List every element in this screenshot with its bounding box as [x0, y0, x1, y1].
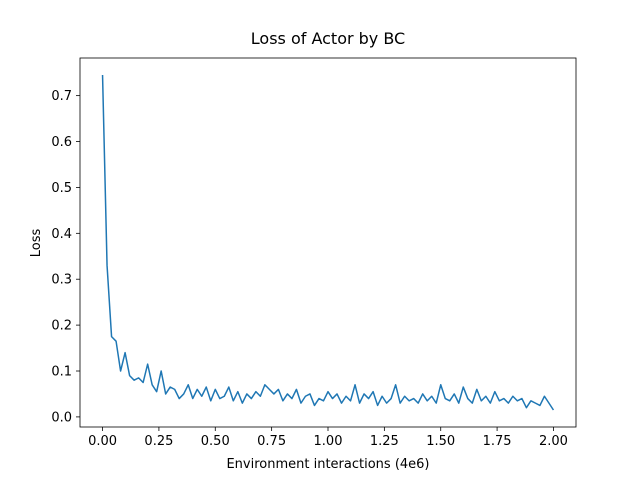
x-tick-label: 2.00 [539, 434, 568, 449]
x-tick-label: 0.00 [88, 434, 117, 449]
x-tick-label: 0.50 [201, 434, 230, 449]
y-tick-label: 0.6 [51, 135, 72, 150]
x-tick-label: 0.25 [144, 434, 173, 449]
line-series [101, 74, 555, 411]
x-tick-label: 1.75 [483, 434, 512, 449]
x-tick-label: 1.00 [314, 434, 343, 449]
y-tick-label: 0.4 [51, 227, 72, 242]
y-tick-label: 0.3 [51, 273, 72, 288]
x-axis-label: Environment interactions (4e6) [226, 457, 429, 472]
y-tick-label: 0.1 [51, 365, 72, 380]
y-tick-label: 0.5 [51, 181, 72, 196]
plot-frame [79, 57, 577, 428]
y-axis-label: Loss [29, 229, 44, 258]
y-tick-label: 0.0 [51, 410, 72, 425]
x-tick-label: 0.75 [257, 434, 286, 449]
x-tick-label: 1.50 [426, 434, 455, 449]
chart-title: Loss of Actor by BC [251, 29, 405, 48]
y-tick-label: 0.7 [51, 89, 72, 104]
y-tick-label: 0.2 [51, 319, 72, 334]
x-tick-label: 1.25 [370, 434, 399, 449]
